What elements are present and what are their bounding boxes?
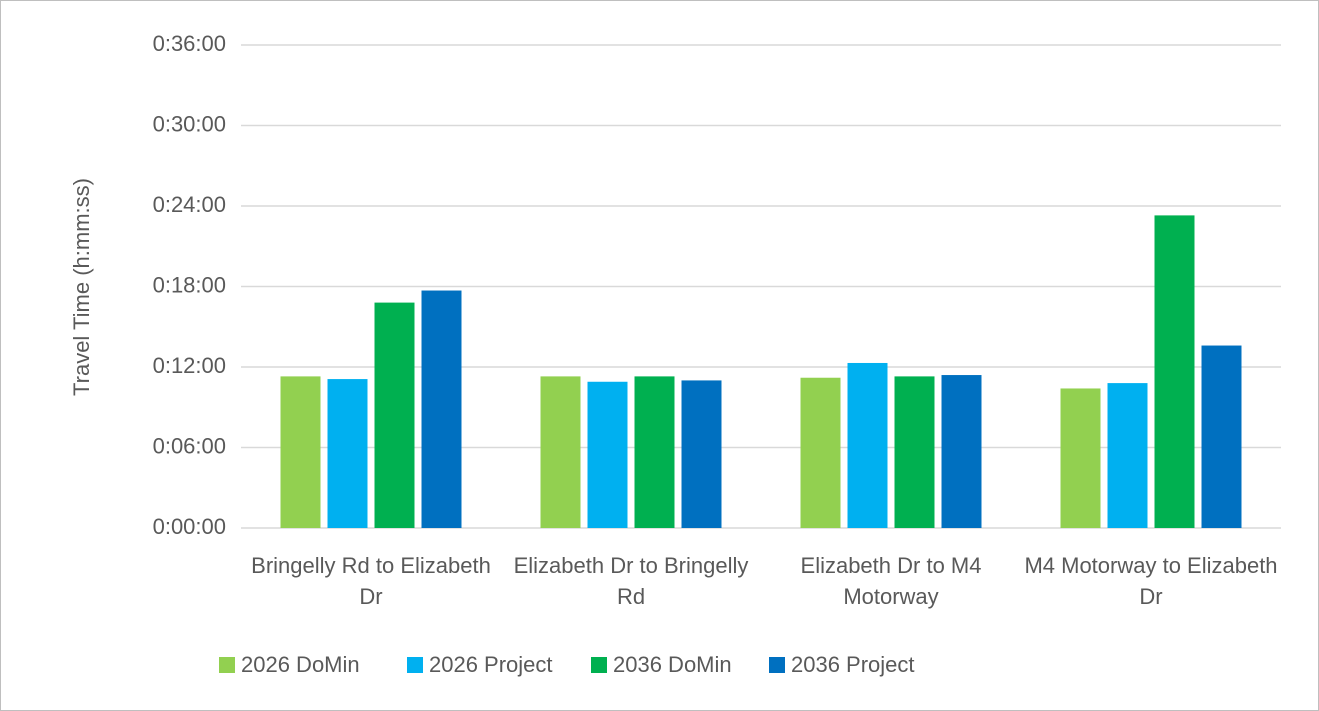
- x-tick-label: Elizabeth Dr to M4 Motorway: [800, 553, 982, 609]
- y-tick-label: 0:06:00: [153, 433, 226, 458]
- legend-swatch: [591, 657, 607, 673]
- y-tick-label: 0:12:00: [153, 353, 226, 378]
- x-tick-label: M4 Motorway to Elizabeth Dr: [1024, 553, 1278, 609]
- legend-swatch: [219, 657, 235, 673]
- bar: [1060, 388, 1101, 528]
- y-axis-title: Travel Time (h:mm:ss): [69, 178, 94, 396]
- legend-label: 2036 DoMin: [613, 652, 732, 677]
- bar: [681, 380, 722, 528]
- y-tick-label: 0:24:00: [153, 192, 226, 217]
- bar: [941, 375, 982, 528]
- bar: [847, 362, 888, 528]
- y-tick-label: 0:00:00: [153, 514, 226, 539]
- legend-label: 2026 DoMin: [241, 652, 360, 677]
- x-tick-label: Elizabeth Dr to Bringelly Rd: [513, 553, 749, 609]
- bar: [280, 376, 321, 528]
- bar: [374, 302, 415, 528]
- legend-label: 2036 Project: [791, 652, 915, 677]
- y-tick-label: 0:30:00: [153, 111, 226, 136]
- bar: [1154, 215, 1195, 528]
- bar: [327, 379, 368, 528]
- y-tick-label: 0:36:00: [153, 31, 226, 56]
- bar: [1201, 345, 1242, 528]
- x-tick-label: Bringelly Rd to Elizabeth Dr: [251, 553, 491, 609]
- bar: [421, 290, 462, 528]
- bar: [540, 376, 581, 528]
- y-tick-label: 0:18:00: [153, 272, 226, 297]
- bar: [894, 376, 935, 528]
- legend-swatch: [407, 657, 423, 673]
- bar: [1107, 383, 1148, 528]
- bar: [634, 376, 675, 528]
- legend-label: 2026 Project: [429, 652, 553, 677]
- bar: [587, 381, 628, 528]
- bar: [800, 377, 841, 528]
- legend-swatch: [769, 657, 785, 673]
